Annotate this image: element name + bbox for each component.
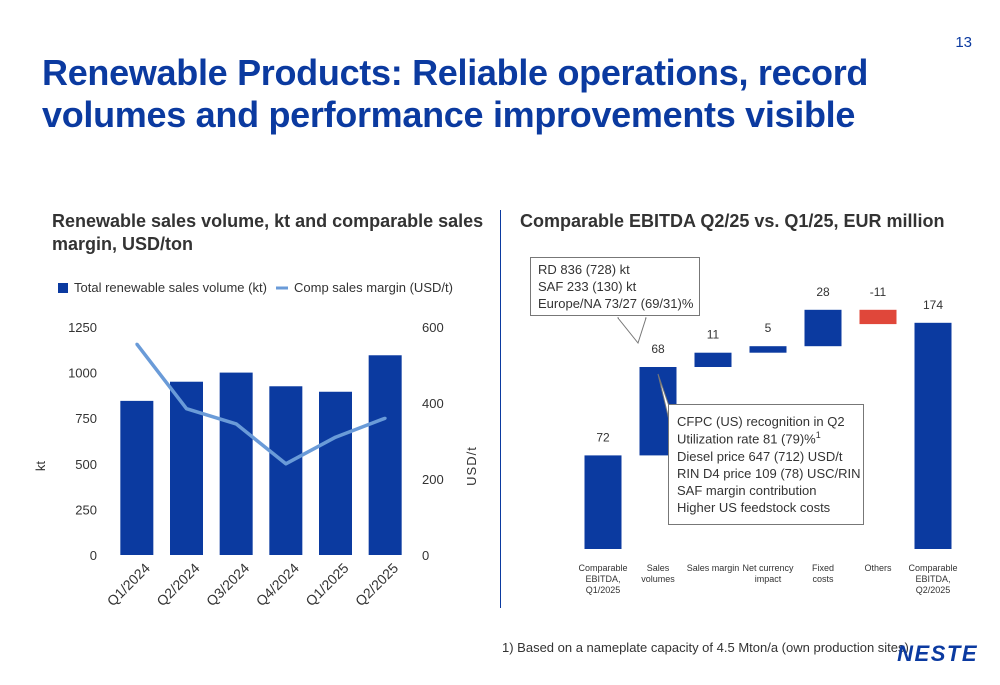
page-number: 13 [955,34,972,51]
value-label: 28 [816,285,830,299]
right-tick-label: 200 [422,472,444,487]
margin-point [234,422,238,426]
category-label: Q1/2025 [586,585,621,595]
left-tick-label: 250 [75,502,97,517]
category-label: Net currency [742,563,794,573]
callout-line: Europe/NA 73/27 (69/31)% [538,296,694,312]
callout-line: CFPC (US) recognition in Q2 [677,414,845,429]
margin-line [135,343,386,466]
value-label: 68 [651,342,665,356]
chart-legend: Total renewable sales volume (kt) Comp s… [58,280,453,295]
left-tick-label: 750 [75,411,97,426]
callout-line: Utilization rate 81 (79)%1 [677,430,855,447]
left-chart-subtitle: Renewable sales volume, kt and comparabl… [52,211,484,255]
left-tick-label: 500 [75,457,97,472]
callout-pointer [616,317,647,345]
category-label: Q1/2024 [104,560,153,609]
left-axis-label: kt [33,461,48,472]
callout-line: Diesel price 647 (712) USD/t [677,448,843,464]
right-tick-label: 0 [422,548,429,563]
callout-text: Utilization rate 81 (79)% [677,431,816,447]
value-label: 174 [923,298,943,312]
category-label: Q2/2024 [153,560,202,609]
total-bar [914,322,952,549]
left-tick-label: 1250 [68,320,97,335]
chart-divider [500,210,501,608]
right-axis-label: USD/t [464,446,479,486]
category-label: EBITDA, [585,574,620,584]
legend-bar-swatch [58,283,68,293]
callout-line: RIN D4 price 109 (78) USC/RIN [677,465,861,481]
value-label: -11 [870,285,887,299]
category-label: Q2/2025 [916,585,951,595]
callout-production-volumes: RD 836 (728) kt SAF 233 (130) kt Europe/… [530,257,700,317]
value-label: 5 [765,321,772,335]
left-tick-label: 1000 [68,366,97,381]
category-label: impact [755,574,782,584]
value-label: 11 [707,328,720,342]
sales-volume-margin-chart: Total renewable sales volume (kt) Comp s… [33,280,479,609]
right-chart-subtitle: Comparable EBITDA Q2/25 vs. Q1/25, EUR m… [520,211,945,231]
neste-logo: NESTE [897,641,978,666]
total-bar [584,455,622,549]
margin-point [284,462,288,466]
category-label: Sales [647,563,670,573]
legend-bar-label: Total renewable sales volume (kt) [74,280,267,295]
legend-line-label: Comp sales margin (USD/t) [294,280,453,295]
volume-bar [319,391,352,555]
callout-margin-drivers: CFPC (US) recognition in Q2 Utilization … [668,404,864,526]
callout-line: Higher US feedstock costs [677,500,831,516]
page-title: Renewable Products: Reliable operations,… [42,52,869,136]
right-tick-label: 600 [422,320,444,335]
callout-line: SAF margin contribution [677,482,817,498]
footnote: 1) Based on a nameplate capacity of 4.5 … [502,640,909,655]
category-label: Comparable [908,563,957,573]
category-label: Q4/2024 [253,560,302,609]
left-tick-label: 0 [90,548,97,563]
margin-point [334,435,337,439]
category-label: volumes [641,574,675,584]
value-label: 72 [596,430,610,444]
delta-bar [694,352,732,367]
delta-bar [804,309,842,347]
category-label: Sales margin [687,563,740,573]
margin-point [185,407,188,411]
volume-bar [368,355,402,555]
footnote-marker: 1 [815,430,821,441]
margin-point [383,416,387,420]
category-label: Comparable [578,563,627,573]
category-label: Others [864,563,892,573]
margin-point [135,342,139,346]
callout-line: SAF 233 (130) kt [538,279,637,295]
category-label: Fixed [812,563,834,573]
category-label: Q1/2025 [302,560,351,609]
volume-bar [219,372,253,555]
volume-bar [269,386,303,555]
category-label: EBITDA, [915,574,950,584]
category-label: Q3/2024 [203,560,252,609]
delta-bar [859,309,897,325]
volume-bar [120,400,154,555]
callout-line: RD 836 (728) kt [538,262,630,277]
delta-bar [749,346,787,353]
category-label: costs [812,574,834,584]
right-tick-label: 400 [422,396,444,411]
category-label: Q2/2025 [352,560,401,609]
